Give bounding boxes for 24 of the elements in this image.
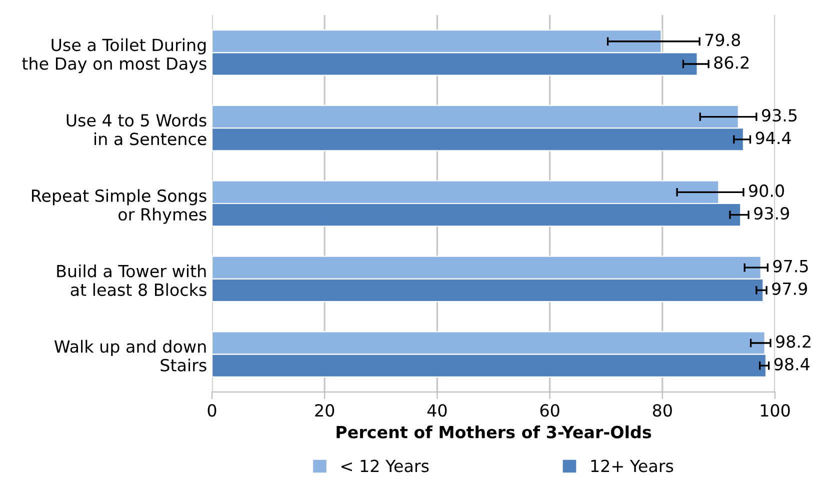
x-tick-label: 80 — [652, 404, 672, 417]
data-label: 93.9 — [754, 207, 789, 220]
data-label: 86.2 — [714, 56, 749, 69]
data-label: 98.2 — [776, 335, 810, 348]
x-tick-label: 40 — [427, 404, 447, 417]
x-axis-title: Percent of Mothers of 3-Year-Olds — [336, 425, 652, 438]
y-tick-label: Walk up and down Stairs — [54, 340, 206, 372]
data-label: 94.4 — [756, 132, 791, 144]
data-label: 98.4 — [774, 358, 810, 370]
y-tick-label: Build a Tower with at least 8 Blocks — [57, 264, 206, 296]
legend-label: 12+ Years — [591, 460, 674, 472]
data-label: 97.5 — [773, 260, 808, 272]
legend-label: < 12 Years — [342, 460, 429, 472]
y-tick-label: Repeat Simple Songs or Rhymes — [32, 189, 206, 224]
y-tick-label: Use a Toilet During the Day on most Days — [22, 38, 206, 74]
y-tick-label: Use 4 to 5 Words in a Sentence — [66, 114, 206, 146]
x-tick-label: 60 — [540, 404, 560, 417]
x-tick-label: 100 — [760, 404, 790, 417]
x-tick-label: 20 — [315, 404, 334, 417]
data-label: 97.9 — [772, 282, 807, 296]
x-tick-label: 0 — [208, 404, 216, 417]
data-label: 79.8 — [705, 34, 740, 46]
data-label: 93.5 — [762, 109, 797, 122]
data-label: 90.0 — [749, 184, 784, 198]
